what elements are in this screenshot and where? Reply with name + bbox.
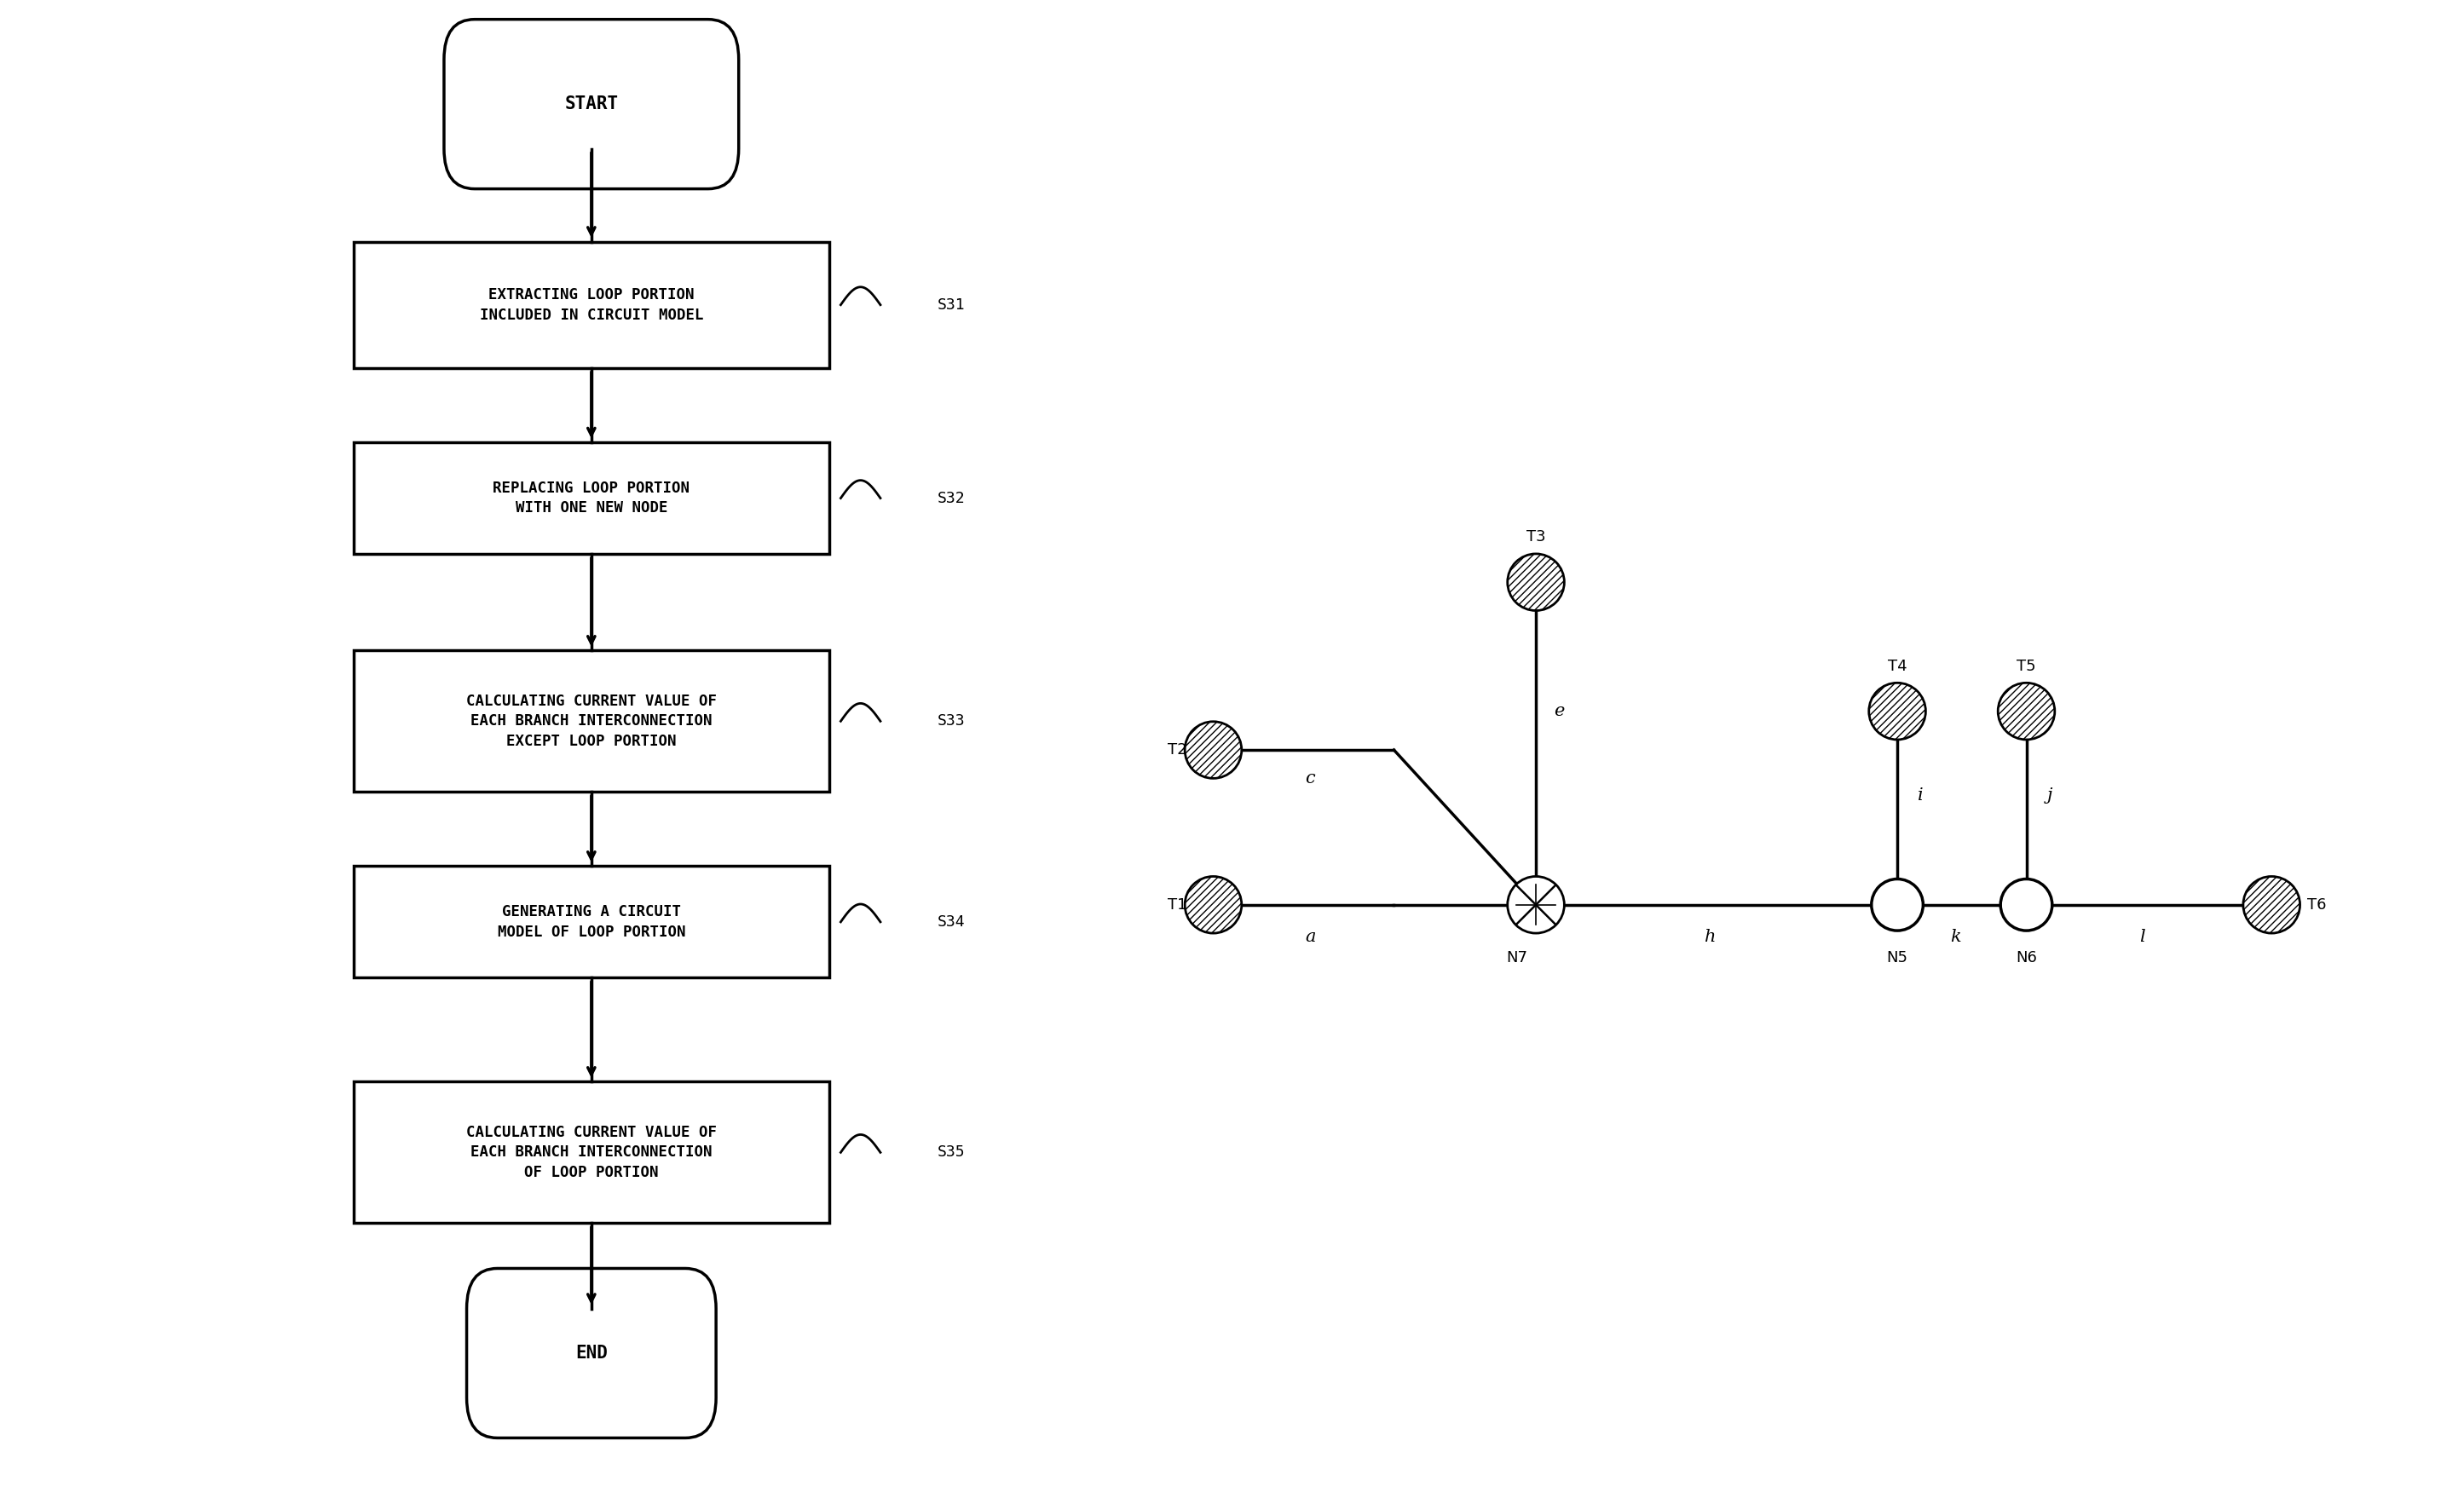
Text: S35: S35 bbox=[936, 1145, 966, 1160]
FancyBboxPatch shape bbox=[352, 242, 830, 367]
Text: T4: T4 bbox=[1887, 659, 1907, 674]
Text: h: h bbox=[1705, 929, 1715, 946]
Text: k: k bbox=[1949, 929, 1961, 946]
Text: N7: N7 bbox=[1506, 950, 1528, 965]
Text: CALCULATING CURRENT VALUE OF
EACH BRANCH INTERCONNECTION
OF LOOP PORTION: CALCULATING CURRENT VALUE OF EACH BRANCH… bbox=[466, 1124, 717, 1181]
Circle shape bbox=[1508, 876, 1565, 934]
Text: e: e bbox=[1555, 703, 1565, 720]
Text: T1: T1 bbox=[1168, 897, 1188, 913]
Text: EXTRACTING LOOP PORTION
INCLUDED IN CIRCUIT MODEL: EXTRACTING LOOP PORTION INCLUDED IN CIRC… bbox=[480, 287, 702, 323]
Circle shape bbox=[1868, 683, 1927, 739]
Text: S33: S33 bbox=[936, 714, 966, 729]
Text: S34: S34 bbox=[936, 915, 966, 929]
Text: i: i bbox=[1917, 787, 1924, 803]
Text: l: l bbox=[2139, 929, 2146, 946]
Circle shape bbox=[1998, 683, 2055, 739]
Text: N5: N5 bbox=[1887, 950, 1907, 965]
Circle shape bbox=[1508, 553, 1565, 611]
Text: a: a bbox=[1306, 929, 1316, 946]
FancyBboxPatch shape bbox=[352, 865, 830, 978]
Circle shape bbox=[1185, 721, 1242, 778]
FancyBboxPatch shape bbox=[352, 1083, 830, 1222]
Circle shape bbox=[1873, 879, 1922, 931]
FancyBboxPatch shape bbox=[352, 651, 830, 791]
FancyBboxPatch shape bbox=[444, 19, 739, 189]
Text: j: j bbox=[2048, 787, 2053, 803]
Text: GENERATING A CIRCUIT
MODEL OF LOOP PORTION: GENERATING A CIRCUIT MODEL OF LOOP PORTI… bbox=[498, 904, 685, 940]
Text: END: END bbox=[574, 1344, 609, 1362]
FancyBboxPatch shape bbox=[352, 443, 830, 553]
Text: T2: T2 bbox=[1168, 742, 1188, 757]
FancyBboxPatch shape bbox=[466, 1268, 717, 1438]
Text: S32: S32 bbox=[936, 491, 966, 506]
Text: c: c bbox=[1306, 770, 1316, 787]
Circle shape bbox=[1185, 876, 1242, 934]
Circle shape bbox=[2001, 879, 2053, 931]
Text: START: START bbox=[564, 95, 618, 113]
Text: T5: T5 bbox=[2016, 659, 2035, 674]
Text: CALCULATING CURRENT VALUE OF
EACH BRANCH INTERCONNECTION
EXCEPT LOOP PORTION: CALCULATING CURRENT VALUE OF EACH BRANCH… bbox=[466, 693, 717, 749]
Text: T3: T3 bbox=[1525, 529, 1545, 544]
Text: S31: S31 bbox=[936, 297, 966, 312]
Text: T6: T6 bbox=[2306, 897, 2326, 913]
Text: N6: N6 bbox=[2016, 950, 2038, 965]
Text: REPLACING LOOP PORTION
WITH ONE NEW NODE: REPLACING LOOP PORTION WITH ONE NEW NODE bbox=[493, 480, 690, 516]
Circle shape bbox=[2242, 876, 2299, 934]
